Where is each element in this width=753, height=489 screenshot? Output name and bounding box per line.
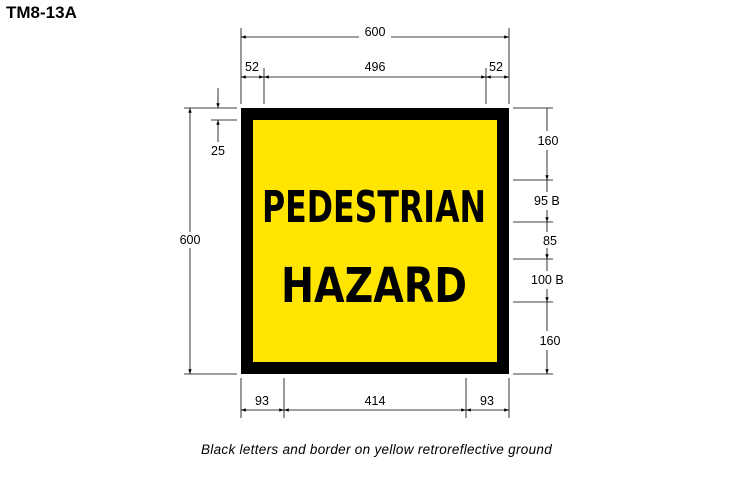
sign-line-2: HAZARD (281, 258, 467, 314)
dim-bottom-left-label: 93 (255, 394, 269, 408)
dim-bottom-right-label: 93 (480, 394, 494, 408)
dim-left-total: 600 (174, 107, 237, 375)
dim-top-right-label: 52 (489, 60, 503, 74)
dim-top-total-label: 600 (365, 25, 386, 39)
dim-left-total-label: 600 (180, 233, 201, 247)
dim-right-stack: 160 95 B 85 100 B 160 (513, 107, 564, 375)
dim-right-4-label: 100 B (531, 273, 564, 287)
dim-right-5-label: 160 (540, 334, 561, 348)
dim-top-left-label: 52 (245, 60, 259, 74)
dim-top-parts: 52 496 52 (241, 60, 509, 104)
dim-top-total: 600 (240, 24, 510, 104)
drawing-caption: Black letters and border on yellow retro… (200, 442, 553, 457)
sign-face (253, 120, 497, 362)
dim-right-1-label: 160 (538, 134, 559, 148)
dim-bottom: 93 414 93 (240, 378, 510, 418)
dim-right-3-label: 85 (543, 234, 557, 248)
dim-bottom-middle-label: 414 (365, 394, 386, 408)
dim-top-middle-label: 496 (365, 60, 386, 74)
dim-left-border-label: 25 (211, 144, 225, 158)
dim-left-border: 25 (211, 88, 237, 158)
dim-right-2-label: 95 B (534, 194, 560, 208)
drawing-title: TM8-13A (6, 3, 77, 22)
sign-line-1: PEDESTRIAN (262, 182, 486, 233)
